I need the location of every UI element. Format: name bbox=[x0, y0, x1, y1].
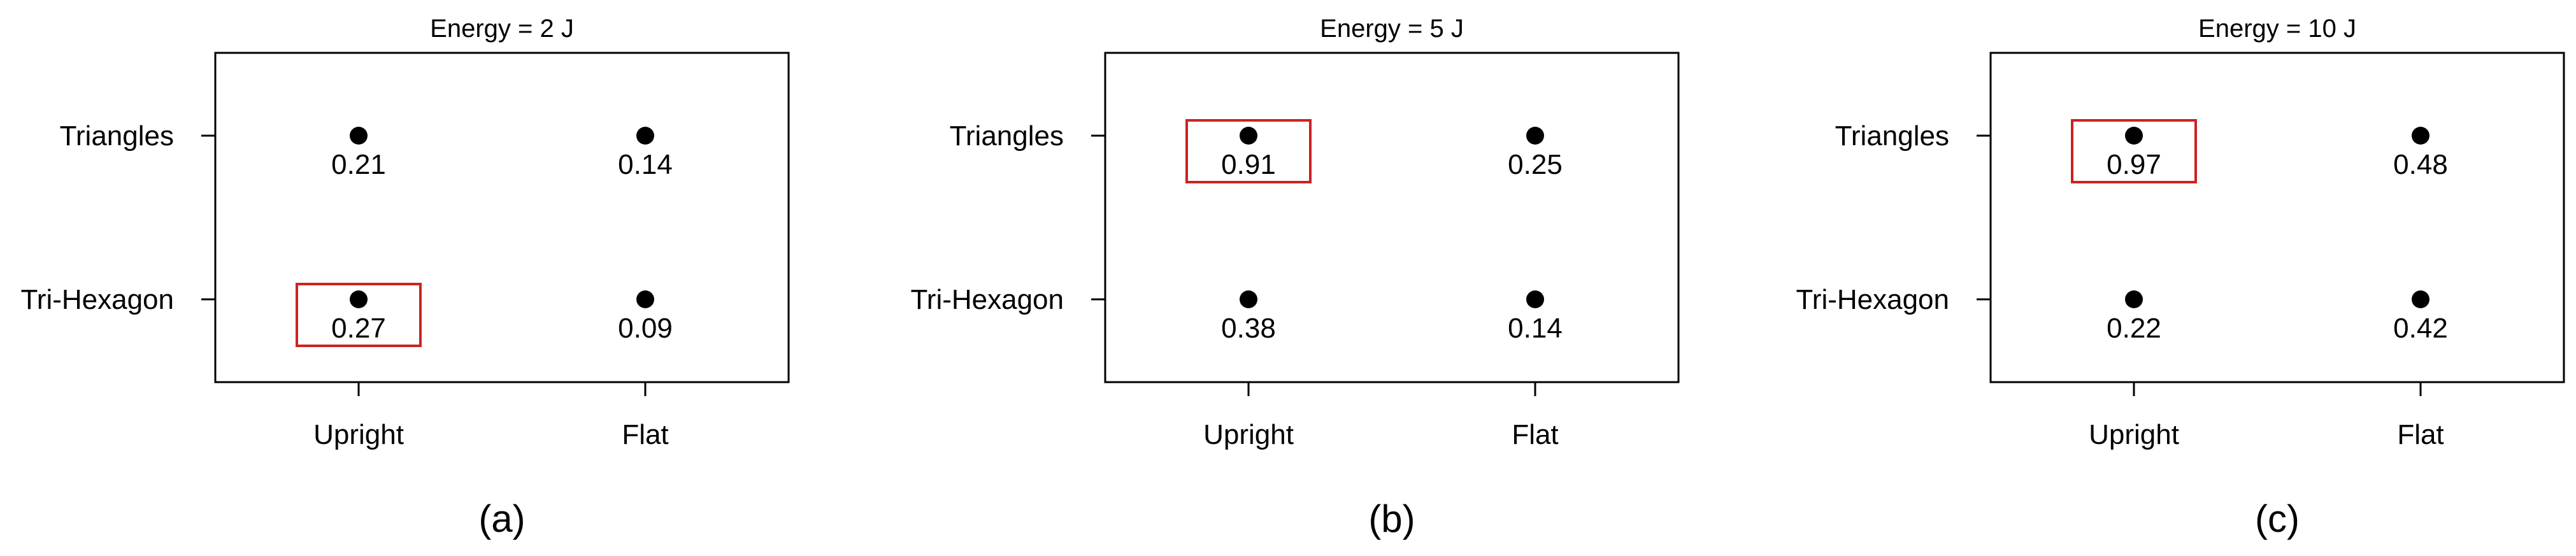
data-point bbox=[1526, 290, 1544, 308]
data-point bbox=[636, 290, 654, 308]
data-point bbox=[2125, 290, 2143, 308]
y-tick-label: Tri-Hexagon bbox=[1796, 284, 1949, 315]
x-tick-label: Flat bbox=[1512, 419, 1558, 450]
chart-panel-3: Energy = 10 J Upright Flat Triangles Tri-Hex… bbox=[1796, 15, 2565, 540]
data-point bbox=[350, 127, 368, 145]
data-label: 0.91 bbox=[1221, 149, 1276, 180]
chart-title: Energy = 10 J bbox=[2198, 15, 2356, 43]
data-point bbox=[636, 127, 654, 145]
y-tick-label: Triangles bbox=[60, 120, 174, 152]
chart-panel-2: Energy = 5 J Upright Flat Triangles Tri-Hexa… bbox=[911, 15, 1680, 540]
data-point bbox=[1526, 127, 1544, 145]
data-label: 0.22 bbox=[2107, 313, 2161, 344]
data-label: 0.14 bbox=[1508, 313, 1563, 344]
highlight-box bbox=[1185, 119, 1312, 183]
highlight-box bbox=[296, 283, 422, 347]
plot-frame bbox=[1104, 52, 1680, 383]
chart-title: Energy = 2 J bbox=[430, 15, 574, 43]
data-label: 0.42 bbox=[2393, 313, 2448, 344]
data-label: 0.97 bbox=[2107, 149, 2161, 180]
data-point bbox=[2412, 127, 2429, 145]
data-label: 0.25 bbox=[1508, 149, 1563, 180]
data-point bbox=[1240, 290, 1257, 308]
data-point bbox=[350, 290, 368, 308]
plot-frame bbox=[1989, 52, 2565, 383]
x-tick-label: Upright bbox=[313, 419, 404, 450]
data-point bbox=[1240, 127, 1257, 145]
x-tick-label: Upright bbox=[1203, 419, 1294, 450]
highlight-box bbox=[2071, 119, 2197, 183]
data-label: 0.14 bbox=[618, 149, 673, 180]
data-label: 0.21 bbox=[331, 149, 386, 180]
panel-label: (a) bbox=[478, 497, 525, 540]
panel-label: (c) bbox=[2255, 497, 2300, 540]
y-tick-label: Triangles bbox=[950, 120, 1064, 152]
x-tick-label: Flat bbox=[622, 419, 668, 450]
data-label: 0.09 bbox=[618, 313, 673, 344]
y-tick-label: Triangles bbox=[1835, 120, 1949, 152]
y-tick-label: Tri-Hexagon bbox=[21, 284, 174, 315]
y-tick-label: Tri-Hexagon bbox=[911, 284, 1064, 315]
data-point bbox=[2412, 290, 2429, 308]
x-tick-label: Upright bbox=[2089, 419, 2179, 450]
data-label: 0.27 bbox=[331, 313, 386, 344]
chart-title: Energy = 5 J bbox=[1320, 15, 1464, 43]
chart-panel-1: Energy = 2 J Upright Flat Triangles Tri-Hexa… bbox=[21, 15, 790, 540]
x-tick-label: Flat bbox=[2397, 419, 2444, 450]
panel-label: (b) bbox=[1368, 497, 1415, 540]
data-label: 0.38 bbox=[1221, 313, 1276, 344]
plot-frame bbox=[214, 52, 790, 383]
data-label: 0.48 bbox=[2393, 149, 2448, 180]
data-point bbox=[2125, 127, 2143, 145]
